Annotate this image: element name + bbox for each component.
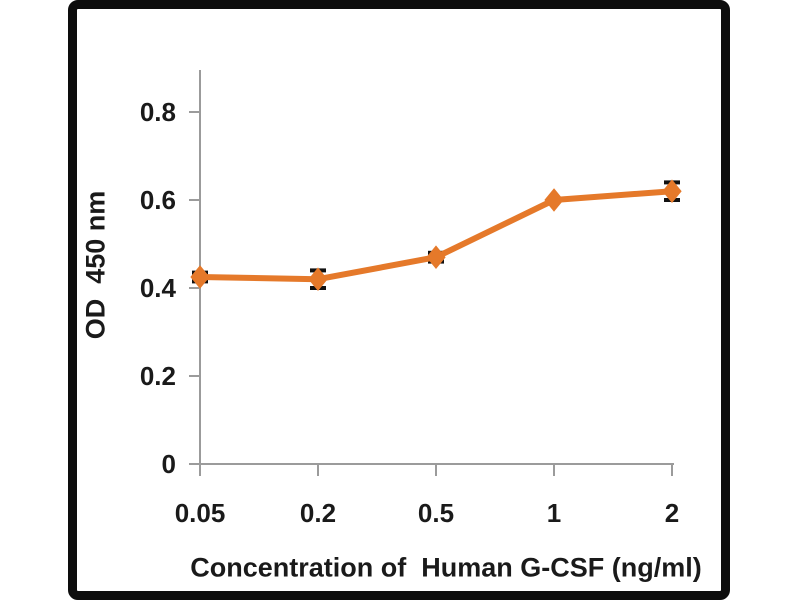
- x-tick-label: 0.05: [175, 498, 226, 528]
- data-point-marker: [308, 267, 328, 291]
- x-tick-label: 1: [547, 498, 561, 528]
- x-tick-label: 0.5: [418, 498, 454, 528]
- y-tick-label: 0: [162, 449, 176, 479]
- data-point-marker: [190, 265, 210, 289]
- data-point-marker: [426, 245, 446, 269]
- x-axis-title: Concentration of Human G-CSF (ng/ml): [190, 552, 702, 583]
- y-tick-label: 0.2: [140, 361, 176, 391]
- image-frame: [68, 0, 730, 600]
- data-point-marker: [662, 179, 682, 203]
- x-tick-label: 0.2: [300, 498, 336, 528]
- data-point-marker: [544, 188, 564, 212]
- y-tick-label: 0.8: [140, 97, 176, 127]
- y-tick-label: 0.6: [140, 185, 176, 215]
- x-tick-label: 2: [665, 498, 679, 528]
- y-axis-title: OD 450 nm: [80, 190, 111, 340]
- y-tick-label: 0.4: [140, 273, 177, 303]
